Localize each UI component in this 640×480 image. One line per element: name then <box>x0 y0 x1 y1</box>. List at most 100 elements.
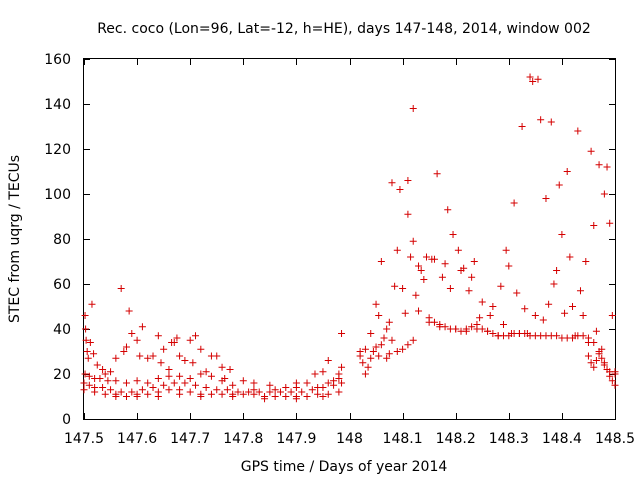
data-point <box>186 375 194 382</box>
data-point <box>85 381 93 389</box>
data-point <box>338 379 346 387</box>
data-point <box>446 285 454 292</box>
data-point <box>420 276 428 283</box>
data-point <box>375 352 383 360</box>
data-point <box>454 246 462 254</box>
data-point <box>197 345 205 353</box>
data-point <box>383 325 391 333</box>
data-point <box>383 354 391 362</box>
data-point <box>553 267 561 274</box>
x-tick-label: 147.5 <box>64 431 104 447</box>
y-tick-label: 60 <box>53 277 71 293</box>
data-point <box>526 73 534 81</box>
data-point <box>499 321 507 328</box>
data-point <box>425 314 433 322</box>
data-point <box>391 282 399 290</box>
data-point <box>476 314 484 322</box>
data-point <box>409 105 417 112</box>
data-point <box>138 323 146 331</box>
data-point <box>592 357 600 364</box>
data-point <box>245 388 253 396</box>
data-point <box>144 379 152 387</box>
data-point <box>189 359 197 367</box>
data-point <box>303 379 311 387</box>
data-point <box>404 341 412 349</box>
data-point <box>112 377 120 385</box>
data-point <box>608 377 616 385</box>
data-point <box>157 359 165 367</box>
data-point <box>107 386 115 394</box>
data-point <box>569 303 577 310</box>
data-point <box>359 359 367 367</box>
data-point <box>250 390 258 398</box>
data-point <box>338 363 346 371</box>
data-point <box>81 312 89 319</box>
data-point <box>229 393 237 400</box>
data-point <box>465 287 473 295</box>
data-point <box>468 273 476 281</box>
data-point <box>415 262 423 270</box>
data-point <box>356 348 364 355</box>
data-point <box>261 395 269 403</box>
data-point <box>415 307 423 315</box>
data-point <box>518 123 526 130</box>
data-point <box>412 291 420 299</box>
x-tick-label: 147.9 <box>276 431 316 447</box>
data-point <box>396 186 404 193</box>
data-point <box>181 379 189 387</box>
data-point <box>207 390 215 398</box>
data-point <box>505 262 513 270</box>
data-point <box>388 179 396 187</box>
data-point <box>176 390 184 398</box>
data-point <box>117 285 125 292</box>
data-point <box>422 253 430 261</box>
data-point <box>473 321 481 328</box>
y-tick-label: 40 <box>53 322 71 338</box>
data-point <box>173 334 181 342</box>
data-point <box>81 370 89 378</box>
data-point <box>96 375 104 382</box>
data-point <box>566 253 574 261</box>
data-point <box>125 307 133 315</box>
data-point <box>555 181 563 189</box>
data-point <box>372 300 380 308</box>
data-point <box>361 345 369 353</box>
data-point <box>330 381 338 389</box>
x-tick-label: 147.8 <box>223 431 263 447</box>
data-point <box>192 332 200 340</box>
data-point <box>149 384 157 391</box>
x-tick-label: 148 <box>336 431 363 447</box>
y-axis-label: STEC from uqrg / TECUs <box>7 155 23 323</box>
y-tick-label: 80 <box>53 232 71 248</box>
data-point <box>457 327 465 335</box>
data-point <box>401 309 409 317</box>
data-point <box>86 339 94 346</box>
data-point <box>85 372 93 380</box>
data-point <box>218 390 226 398</box>
data-point <box>112 354 120 362</box>
x-tick-label: 148.4 <box>542 431 582 447</box>
data-point <box>122 393 130 400</box>
data-point <box>250 379 258 387</box>
data-point <box>82 325 90 333</box>
data-point <box>595 161 603 169</box>
data-point <box>584 334 592 342</box>
data-point <box>478 325 486 333</box>
data-point <box>361 370 369 378</box>
data-point <box>84 354 92 362</box>
data-point <box>192 381 200 389</box>
data-point <box>213 386 221 394</box>
y-axis-tick-labels: 0 20 40 60 80 100 120 140 160 <box>44 52 71 428</box>
data-point <box>537 116 545 124</box>
data-point <box>226 366 234 373</box>
data-point <box>276 388 284 396</box>
data-point <box>547 118 555 126</box>
data-point <box>149 352 157 360</box>
data-point <box>271 393 279 400</box>
plot-frame <box>83 58 616 420</box>
x-tick-label: 148.2 <box>436 431 476 447</box>
data-point <box>539 316 547 324</box>
data-point <box>282 384 290 391</box>
x-tick-label: 147.7 <box>170 431 210 447</box>
data-point <box>433 170 441 178</box>
